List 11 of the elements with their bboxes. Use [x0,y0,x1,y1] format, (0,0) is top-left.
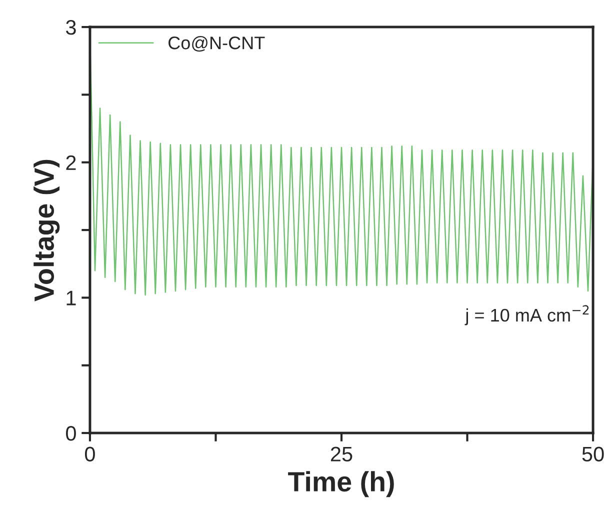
x-tick-label: 0 [84,446,95,462]
y-tick-label: 2 [66,155,76,170]
x-tick-label: 50 [582,446,604,462]
y-tick-label: 1 [66,290,76,306]
y-tick-label: 0 [66,426,76,441]
x-axis-title: Time (h) [288,471,394,498]
y-axis-title: Voltage (V) [34,160,60,302]
annotation: j = 10 mA cm$^{−2}$ [464,305,589,326]
y-tick-label: 3 [66,20,76,35]
legend-label: Co@N-CNT [168,36,265,52]
x-tick-label: 25 [330,446,352,462]
